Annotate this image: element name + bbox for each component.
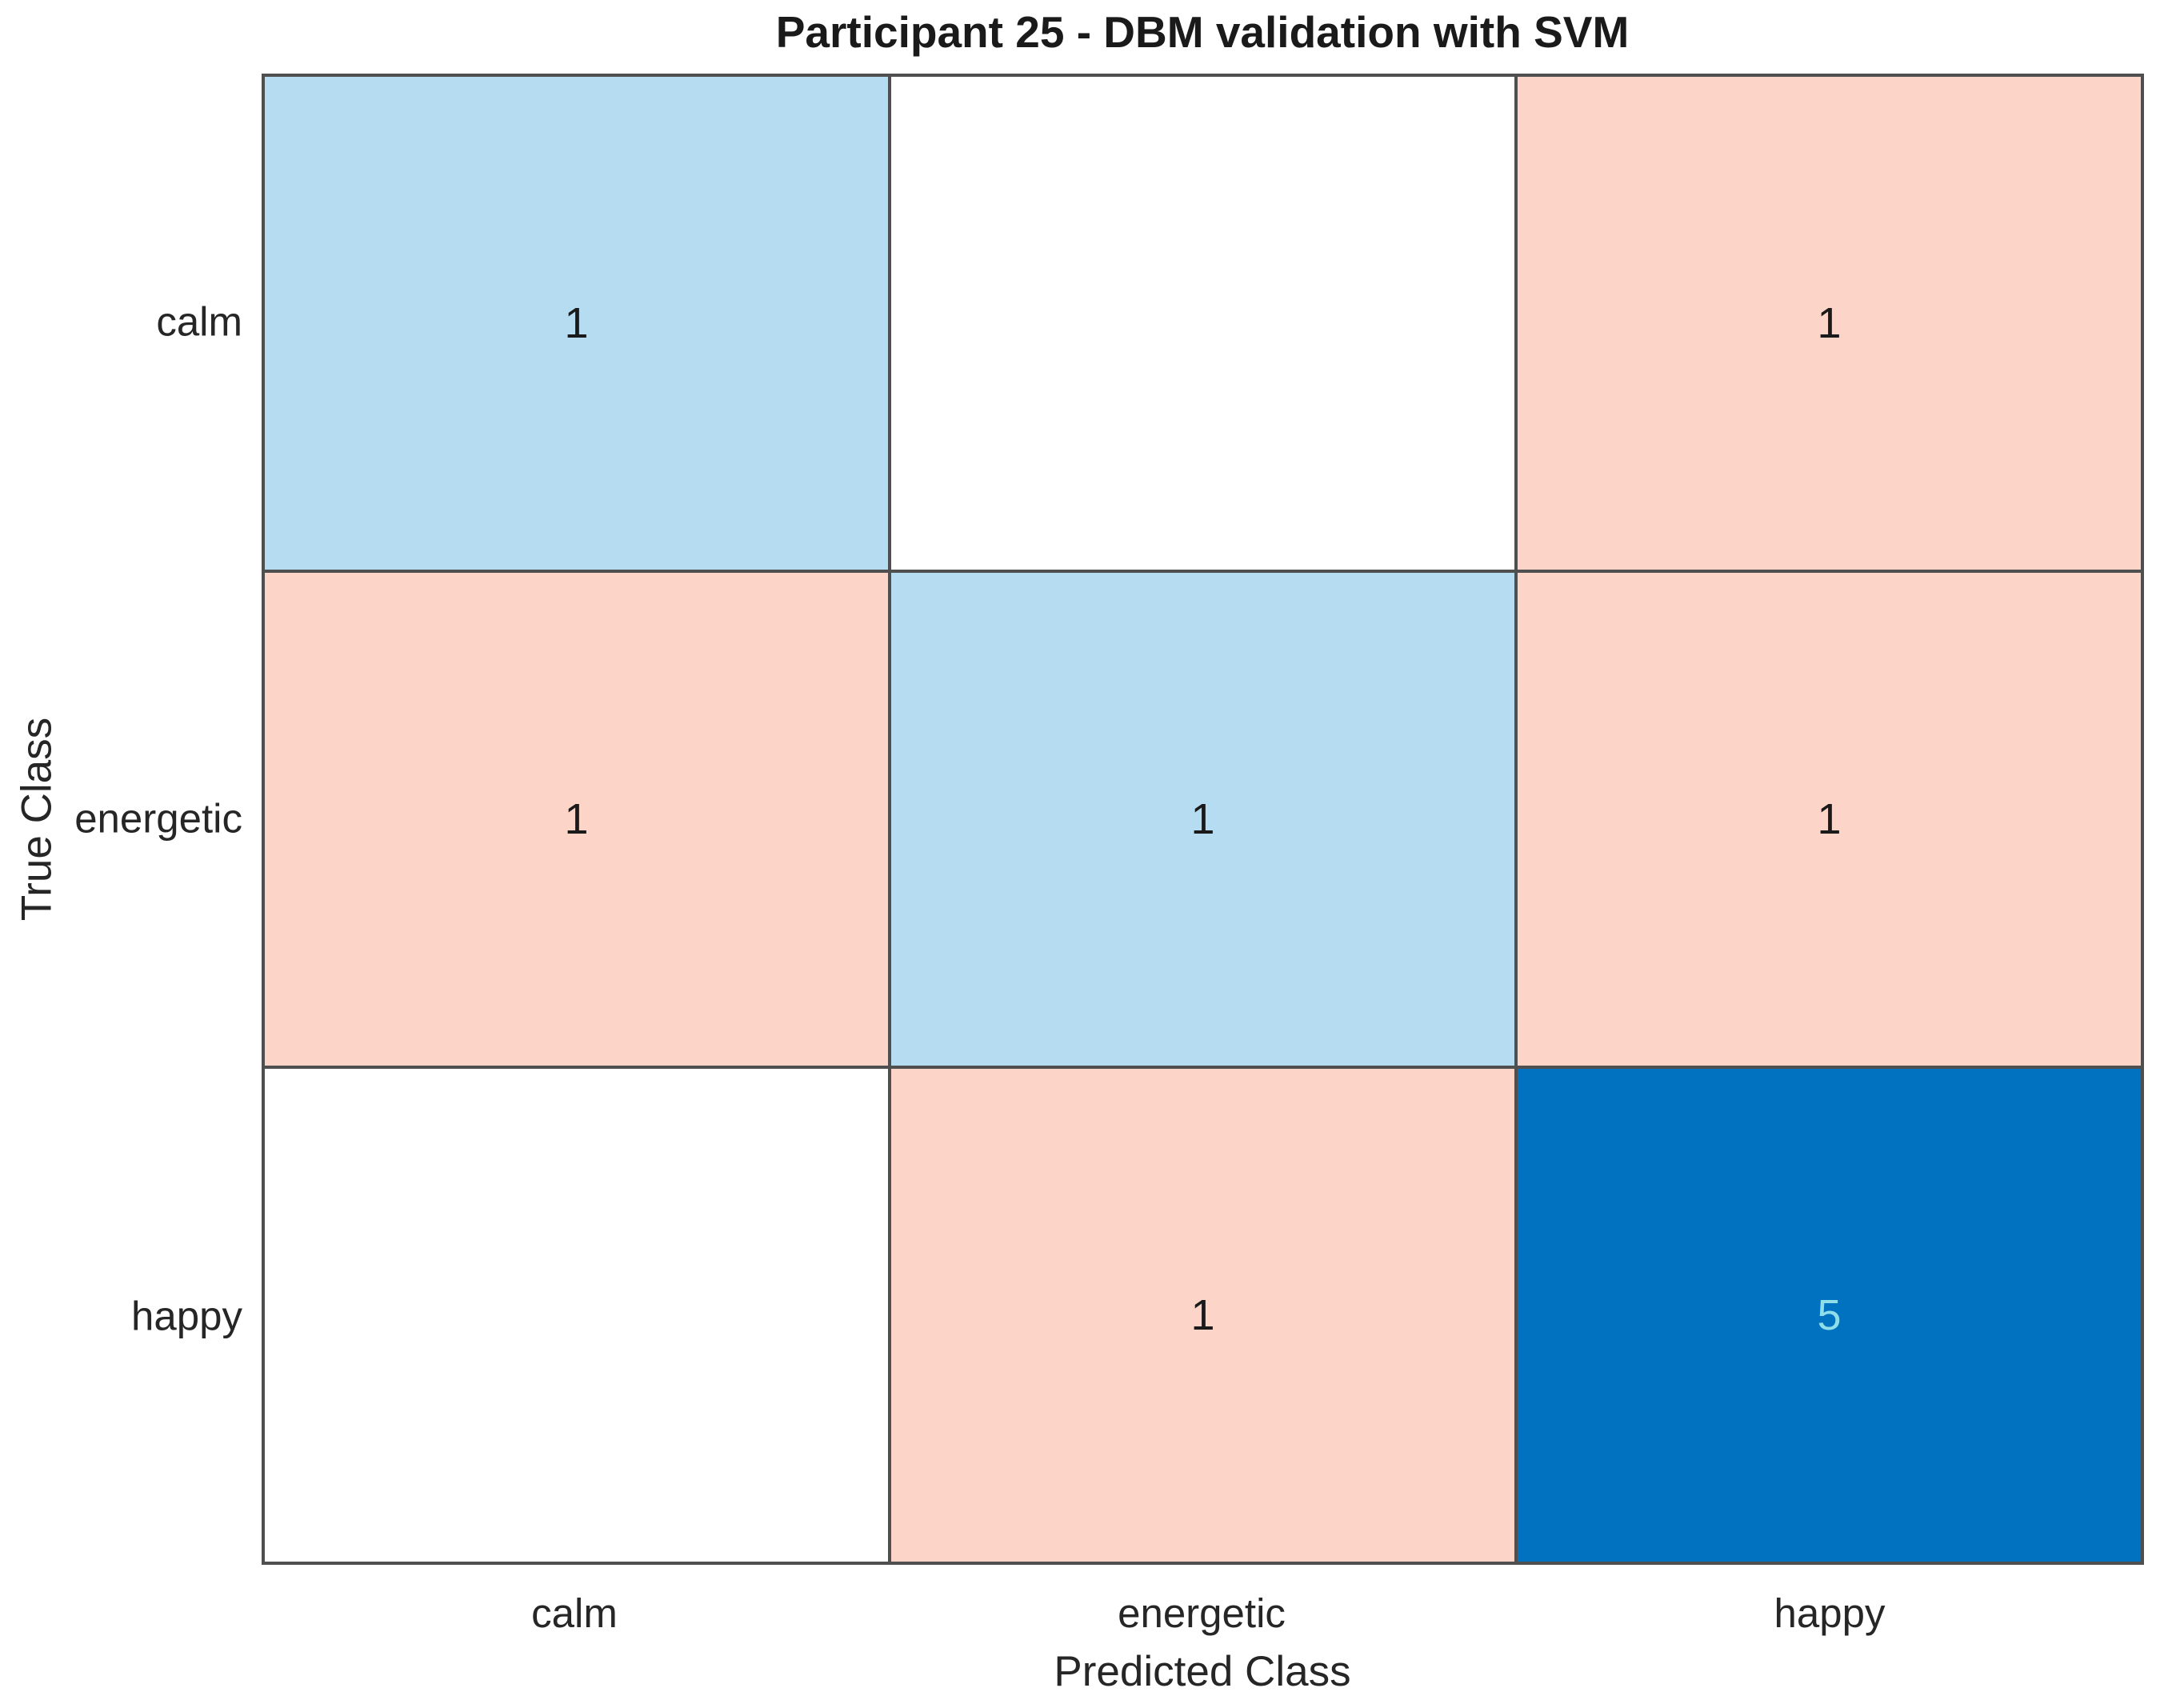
y-tick-happy: happy	[131, 1293, 242, 1339]
matrix-cell-happy-energetic: 1	[891, 1069, 1514, 1562]
matrix-cell-energetic-happy: 1	[1518, 573, 2141, 1066]
x-axis-label: Predicted Class	[1054, 1648, 1351, 1695]
y-tick-calm: calm	[156, 298, 242, 345]
cell-value: 1	[1190, 1291, 1215, 1339]
x-tick-calm: calm	[531, 1590, 618, 1636]
matrix-cell-happy-calm	[265, 1069, 888, 1562]
matrix-cell-calm-energetic	[891, 77, 1514, 570]
matrix-cell-energetic-energetic: 1	[891, 573, 1514, 1066]
matrix-cell-calm-calm: 1	[265, 77, 888, 570]
chart-title: Participant 25 - DBM validation with SVM	[775, 7, 1630, 57]
y-tick-energetic: energetic	[74, 795, 242, 842]
cell-value: 1	[564, 795, 589, 843]
matrix-grid: 1 1 1 1 1 1 5	[262, 74, 2144, 1565]
cell-value: 1	[564, 299, 589, 347]
matrix-cell-energetic-calm: 1	[265, 573, 888, 1066]
cell-value: 5	[1817, 1291, 1842, 1339]
plot-area: 1 1 1 1 1 1 5	[262, 74, 2144, 1565]
matrix-cell-calm-happy: 1	[1518, 77, 2141, 570]
cell-value: 1	[1190, 795, 1215, 843]
matrix-cell-happy-happy: 5	[1518, 1069, 2141, 1562]
cell-value: 1	[1817, 299, 1842, 347]
cell-value: 1	[1817, 795, 1842, 843]
x-tick-happy: happy	[1774, 1590, 1886, 1636]
x-tick-energetic: energetic	[1118, 1590, 1286, 1636]
